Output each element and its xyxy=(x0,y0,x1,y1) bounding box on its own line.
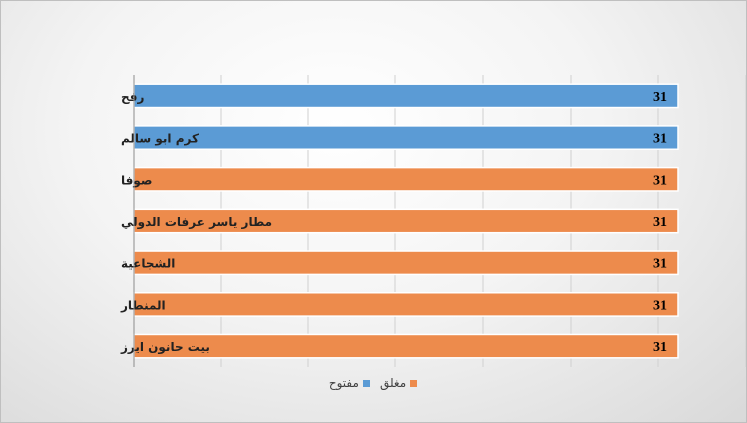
legend-item-closed: مغلق xyxy=(379,376,418,390)
legend-swatch-closed xyxy=(410,379,418,387)
bar-2 xyxy=(133,166,679,192)
data-label-4: 31 xyxy=(653,257,667,272)
legend-item-open: مفتوح xyxy=(329,376,370,390)
data-label-2: 31 xyxy=(653,173,667,188)
data-label-3: 31 xyxy=(653,215,667,230)
category-label-6: بيت حانون ايرز xyxy=(120,340,210,355)
bar-6 xyxy=(133,333,679,359)
bar-0 xyxy=(133,83,679,109)
legend-label-closed: مغلق xyxy=(379,376,407,390)
legend-label-open: مفتوح xyxy=(328,376,359,390)
category-label-0: رفح xyxy=(121,90,145,104)
data-label-5: 31 xyxy=(653,298,667,313)
category-label-3: مطار ياسر عرفات الدولي xyxy=(121,215,272,230)
category-label-1: كرم ابو سالم xyxy=(121,132,199,147)
bar-1 xyxy=(133,125,679,151)
category-label-2: صوفا xyxy=(121,173,152,188)
bar-5 xyxy=(133,291,679,317)
category-label-4: الشجاعية xyxy=(121,257,175,271)
legend-swatch-open xyxy=(362,379,370,387)
data-label-6: 31 xyxy=(653,340,667,355)
chart-legend: مغلق مفتوح xyxy=(323,372,423,394)
data-label-1: 31 xyxy=(653,132,667,147)
data-label-0: 31 xyxy=(653,90,667,105)
bar-4 xyxy=(133,250,679,276)
category-label-5: المنطار xyxy=(120,298,166,312)
